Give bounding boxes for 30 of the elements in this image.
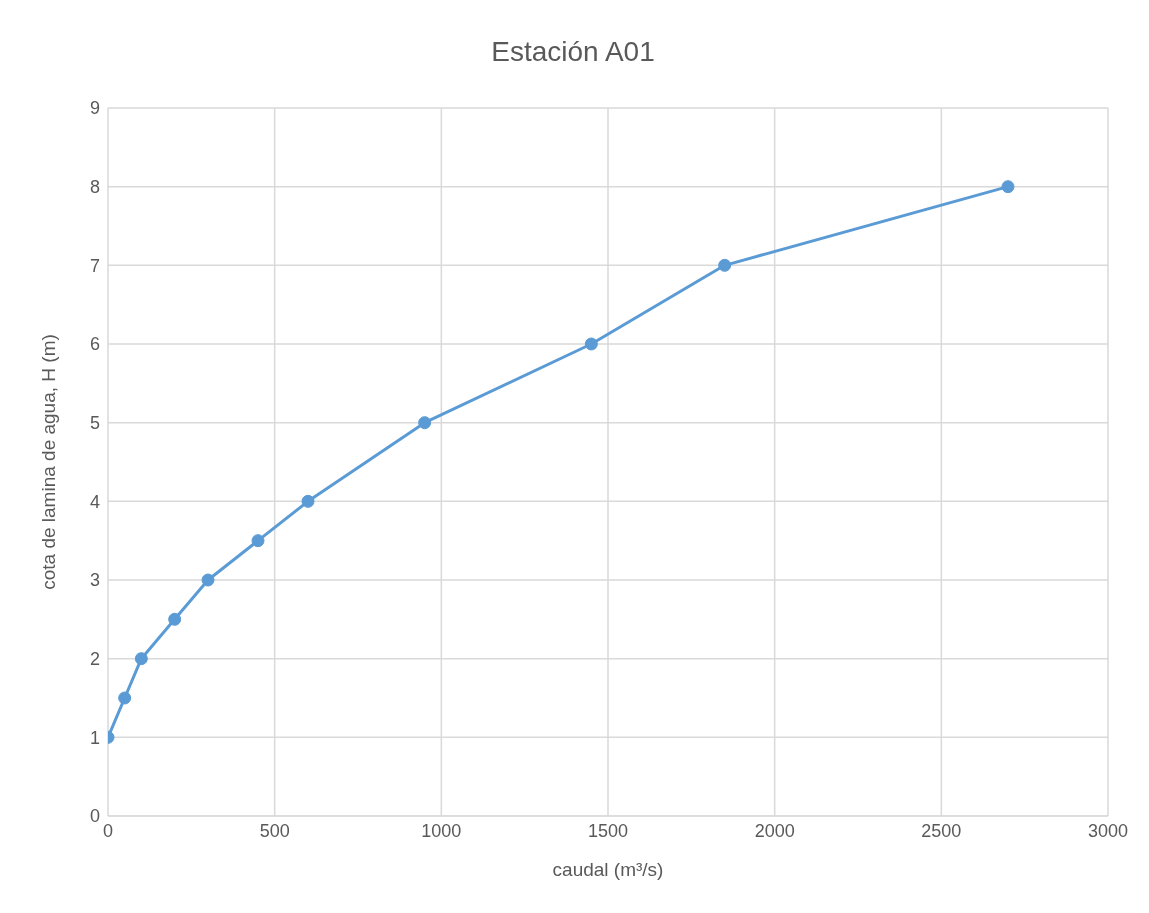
- point: [718, 258, 732, 272]
- x-axis-title: caudal (m³/s): [552, 859, 664, 880]
- y-tick-label: 2: [89, 649, 100, 670]
- chart-title: Estación A01: [490, 35, 656, 69]
- point: [118, 691, 132, 705]
- point: [134, 652, 148, 666]
- point: [418, 416, 432, 430]
- y-tick-label: 6: [89, 334, 100, 355]
- y-tick-label: 9: [89, 98, 100, 119]
- point: [168, 612, 182, 626]
- y-tick-label: 1: [89, 727, 100, 748]
- x-tick-label: 1000: [421, 820, 462, 841]
- x-tick-label: 0: [102, 820, 114, 841]
- x-tick-label: 2500: [921, 820, 962, 841]
- y-tick-label: 3: [89, 570, 100, 591]
- x-tick-label: 500: [259, 820, 290, 841]
- point: [201, 573, 215, 587]
- y-tick-label: 0: [89, 806, 100, 827]
- point: [584, 337, 598, 351]
- point: [251, 534, 265, 548]
- x-tick-label: 2000: [754, 820, 795, 841]
- point: [301, 494, 315, 508]
- y-tick-label: 4: [89, 491, 100, 512]
- y-axis-title: cota de lamina de agua, H (m): [37, 334, 59, 590]
- y-tick-label: 8: [89, 177, 100, 198]
- point: [1001, 180, 1015, 194]
- y-tick-label: 7: [89, 255, 100, 276]
- y-tick-label: 5: [89, 413, 100, 434]
- x-tick-label: 3000: [1087, 820, 1129, 841]
- x-tick-label: 1500: [587, 820, 629, 841]
